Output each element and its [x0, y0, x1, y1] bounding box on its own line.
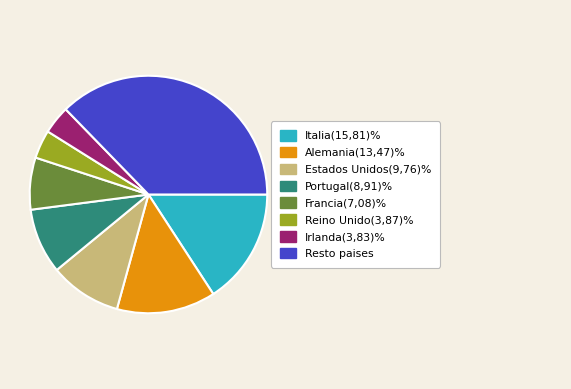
- Wedge shape: [30, 158, 148, 210]
- Legend: Italia(15,81)%, Alemania(13,47)%, Estados Unidos(9,76)%, Portugal(8,91)%, Franci: Italia(15,81)%, Alemania(13,47)%, Estado…: [271, 121, 440, 268]
- Wedge shape: [48, 109, 148, 194]
- Wedge shape: [35, 131, 148, 194]
- Wedge shape: [148, 194, 267, 294]
- Wedge shape: [66, 76, 267, 194]
- Wedge shape: [57, 194, 148, 309]
- Wedge shape: [117, 194, 214, 313]
- Wedge shape: [31, 194, 148, 270]
